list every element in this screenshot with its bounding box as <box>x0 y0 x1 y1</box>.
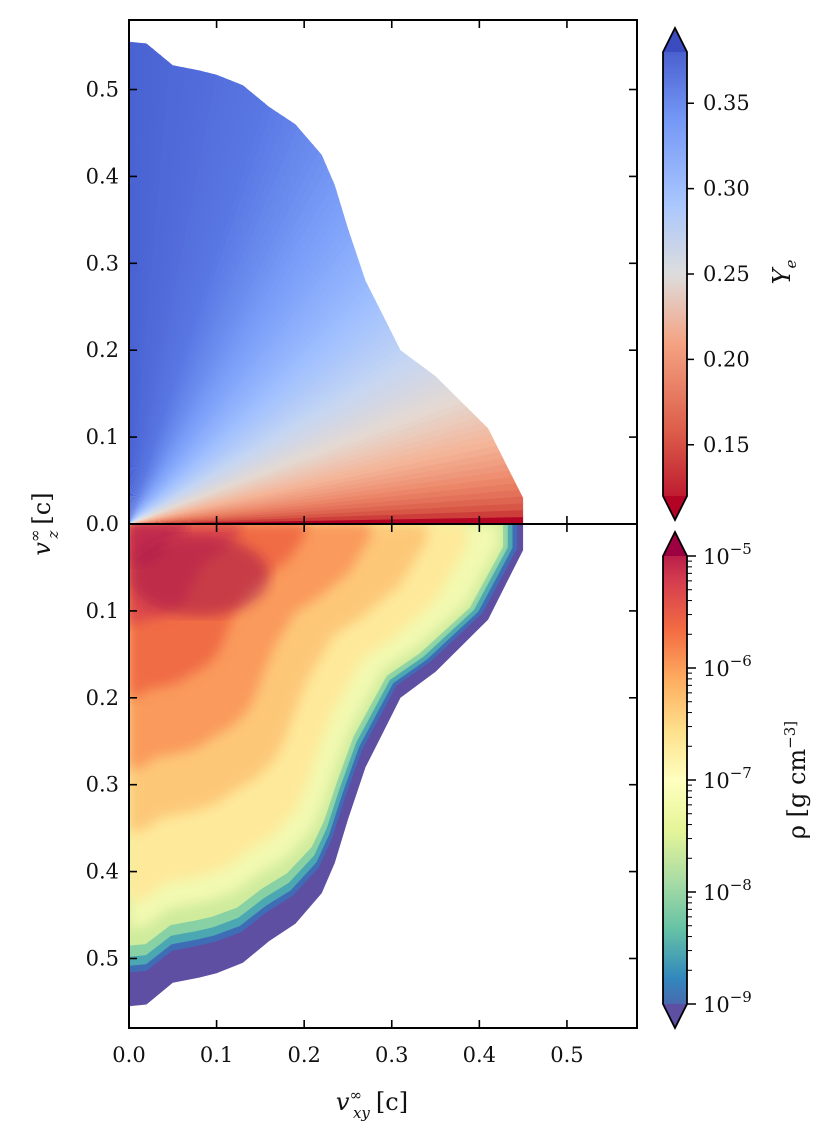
ye-colorbar-tick-label: 0.25 <box>703 262 750 286</box>
density-panel: 0.0 0.1 0.2 0.3 0.4 0.5 0.1 0.2 0.3 0.4 0.5 <box>86 523 638 1067</box>
y-tick-label: 0.2 <box>86 686 119 710</box>
density-colorbar-tick-label: 10−9 <box>703 988 752 1017</box>
y-tick-label: 0.3 <box>86 251 119 275</box>
x-tick-label: 0.2 <box>287 1043 320 1067</box>
y-axis-label-text: v∞z[c] <box>26 492 62 555</box>
x-tick-label: 0.4 <box>463 1043 496 1067</box>
density-panel-ticks: 0.0 0.1 0.2 0.3 0.4 0.5 0.1 0.2 0.3 0.4 0.5 <box>86 524 637 1067</box>
y-tick-label: 0.0 <box>86 512 119 536</box>
y-tick-label: 0.5 <box>86 946 119 970</box>
x-tick-label: 0.1 <box>200 1043 233 1067</box>
ye-colorbar: 0.15 0.20 0.25 0.30 0.35 Ye <box>662 25 800 523</box>
x-axis-label: v∞ xy [c] <box>336 1086 408 1122</box>
density-colorbar-tick-label: 10−6 <box>703 652 752 681</box>
ye-colorbar-tick-label: 0.35 <box>703 91 750 115</box>
y-tick-label: 0.3 <box>86 773 119 797</box>
density-colorbar-tick-label: 10−8 <box>703 876 752 905</box>
density-colorbar-tick-label: 10−5 <box>703 540 752 569</box>
y-tick-label: 0.4 <box>86 164 119 188</box>
ye-colorbar-outline <box>662 25 688 523</box>
density-colorbar-tick-label: 10−7 <box>703 764 752 793</box>
y-tick-label: 0.4 <box>86 860 119 884</box>
ye-panel-ticks: 0.0 0.1 0.2 0.3 0.4 0.5 <box>86 20 637 536</box>
y-tick-label: 0.1 <box>86 425 119 449</box>
ye-colorbar-label: Ye <box>768 260 800 285</box>
x-tick-label: 0.3 <box>375 1043 408 1067</box>
ye-colorbar-tick-label: 0.20 <box>703 347 750 371</box>
density-heatmap <box>129 524 524 1007</box>
y-tick-label: 0.1 <box>86 599 119 623</box>
y-tick-label: 0.2 <box>86 338 119 362</box>
y-axis-label: v∞z[c] <box>26 492 62 555</box>
y-tick-label: 0.5 <box>86 78 119 102</box>
ye-colorbar-tick-label: 0.15 <box>703 433 750 457</box>
density-panel-frame <box>128 523 638 1029</box>
svg-text:ρ [g cm−3]: ρ [g cm−3] <box>781 721 811 839</box>
x-axis-label-text: v∞ xy [c] <box>336 1086 408 1122</box>
x-tick-label: 0.0 <box>112 1043 145 1067</box>
ye-colorbar-tick-label: 0.30 <box>703 177 750 201</box>
density-colorbar: 10−9 10−8 10−7 10−6 10−5 ρ [g cm−3] <box>662 529 811 1031</box>
svg-text:Ye: Ye <box>768 260 800 285</box>
x-tick-label: 0.5 <box>550 1043 583 1067</box>
density-colorbar-label: ρ [g cm−3] <box>781 721 811 839</box>
density-colorbar-ticks: 10−9 10−8 10−7 10−6 10−5 <box>687 540 752 1017</box>
ye-colorbar-ticks: 0.15 0.20 0.25 0.30 0.35 <box>687 91 750 457</box>
